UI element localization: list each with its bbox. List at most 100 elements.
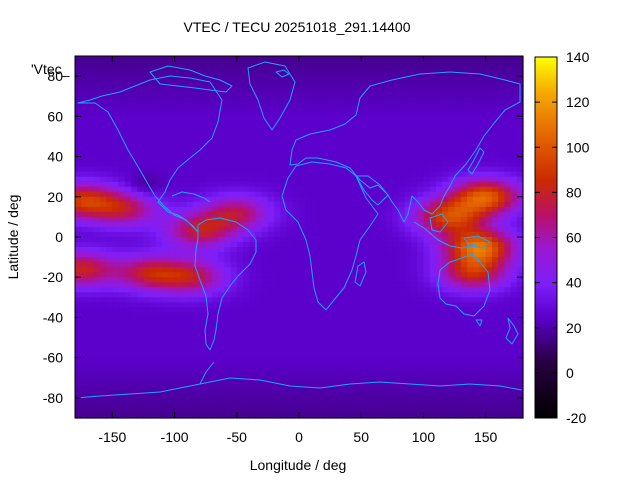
heatmap-cell: [118, 312, 126, 319]
heatmap-cell: [286, 136, 294, 143]
heatmap-cell: [305, 397, 313, 404]
heatmap-cell: [162, 116, 169, 122]
heatmap-cell: [398, 377, 406, 384]
heatmap-cell: [317, 81, 325, 87]
heatmap-cell: [112, 151, 120, 158]
heatmap-cell: [373, 186, 381, 193]
heatmap-cell: [311, 216, 319, 223]
heatmap-cell: [155, 397, 163, 404]
heatmap-cell: [230, 216, 238, 223]
heatmap-cell: [361, 226, 369, 233]
heatmap-cell: [168, 327, 176, 334]
heatmap-cell: [243, 66, 250, 72]
heatmap-cell: [236, 387, 244, 394]
heatmap-cell: [467, 277, 474, 283]
heatmap-cell: [411, 327, 418, 334]
heatmap-cell: [236, 81, 244, 87]
heatmap-cell: [355, 141, 362, 148]
heatmap-cell: [261, 191, 269, 198]
heatmap-cell: [504, 146, 512, 153]
heatmap-cell: [442, 257, 449, 263]
heatmap-cell: [249, 352, 257, 359]
heatmap-cell: [510, 397, 518, 404]
heatmap-cell: [311, 66, 319, 72]
heatmap-cell: [187, 342, 194, 349]
heatmap-cell: [323, 126, 331, 133]
heatmap-cell: [99, 211, 107, 218]
heatmap-cell: [255, 176, 263, 183]
heatmap-cell: [467, 282, 474, 288]
heatmap-cell: [435, 252, 443, 258]
heatmap-cell: [429, 146, 437, 153]
heatmap-cell: [311, 91, 319, 97]
heatmap-cell: [118, 287, 126, 293]
heatmap-cell: [199, 342, 207, 349]
heatmap-cell: [442, 111, 449, 117]
heatmap-cell: [292, 297, 300, 303]
heatmap-cell: [236, 61, 244, 67]
heatmap-cell: [454, 106, 462, 112]
heatmap-cell: [292, 327, 300, 334]
heatmap-cell: [510, 387, 518, 394]
heatmap-cell: [367, 327, 375, 334]
heatmap-cell: [367, 121, 375, 127]
heatmap-cell: [249, 357, 257, 364]
heatmap-cell: [367, 252, 375, 258]
heatmap-cell: [379, 327, 387, 334]
heatmap-cell: [205, 181, 213, 188]
heatmap-cell: [498, 302, 505, 308]
heatmap-cell: [286, 231, 294, 238]
heatmap-cell: [423, 242, 431, 248]
heatmap-cell: [398, 71, 406, 77]
heatmap-cell: [336, 252, 344, 258]
heatmap-cell: [417, 151, 425, 158]
heatmap-cell: [137, 156, 145, 163]
heatmap-cell: [386, 216, 393, 223]
heatmap-cell: [211, 307, 219, 314]
heatmap-cell: [131, 141, 138, 148]
heatmap-cell: [149, 267, 157, 273]
heatmap-cell: [305, 116, 313, 122]
heatmap-cell: [124, 176, 132, 183]
heatmap-cell: [93, 347, 101, 354]
heatmap-cell: [131, 402, 138, 409]
heatmap-cell: [467, 247, 474, 253]
heatmap-cell: [106, 252, 113, 258]
heatmap-cell: [411, 362, 418, 369]
heatmap-cell: [137, 91, 145, 97]
heatmap-cell: [361, 116, 369, 122]
heatmap-cell: [199, 186, 207, 193]
heatmap-cell: [479, 362, 487, 369]
heatmap-cell: [323, 377, 331, 384]
heatmap-cell: [106, 206, 113, 213]
heatmap-cell: [435, 166, 443, 173]
heatmap-cell: [361, 221, 369, 228]
heatmap-cell: [323, 252, 331, 258]
heatmap-cell: [261, 206, 269, 213]
heatmap-cell: [211, 181, 219, 188]
heatmap-cell: [361, 176, 369, 183]
heatmap-cell: [137, 211, 145, 218]
heatmap-cell: [162, 66, 169, 72]
heatmap-cell: [174, 96, 182, 102]
heatmap-cell: [267, 181, 275, 188]
heatmap-cell: [261, 347, 269, 354]
heatmap-cell: [230, 357, 238, 364]
heatmap-cell: [131, 332, 138, 339]
heatmap-cell: [174, 206, 182, 213]
heatmap-cell: [379, 287, 387, 293]
heatmap-cell: [261, 307, 269, 314]
heatmap-cell: [267, 166, 275, 173]
heatmap-cell: [118, 367, 126, 374]
heatmap-cell: [124, 252, 132, 258]
heatmap-cell: [479, 101, 487, 107]
heatmap-cell: [467, 76, 474, 82]
heatmap-cell: [367, 216, 375, 223]
heatmap-cell: [342, 101, 350, 107]
heatmap-cell: [267, 332, 275, 339]
heatmap-cell: [330, 201, 337, 208]
heatmap-cell: [454, 292, 462, 298]
heatmap-cell: [379, 397, 387, 404]
heatmap-cell: [87, 121, 95, 127]
heatmap-cell: [473, 126, 481, 133]
